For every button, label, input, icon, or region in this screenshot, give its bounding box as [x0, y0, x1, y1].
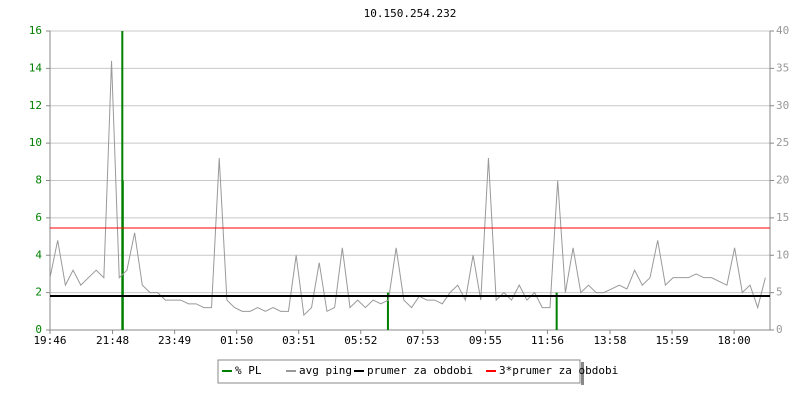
- y2-tick-label: 30: [776, 99, 789, 112]
- y2-tick-label: 40: [776, 24, 789, 37]
- y2-tick-label: 5: [776, 286, 783, 299]
- x-tick-label: 05:52: [344, 334, 377, 347]
- legend-label: prumer za obdobi: [367, 364, 473, 377]
- x-tick-label: 23:49: [158, 334, 191, 347]
- legend-shadow: [581, 362, 584, 385]
- x-tick-label: 07:53: [406, 334, 439, 347]
- y2-tick-label: 25: [776, 136, 789, 149]
- y-tick-label: 4: [35, 248, 42, 261]
- legend-label: % PL: [235, 364, 262, 377]
- x-tick-label: 19:46: [33, 334, 66, 347]
- y2-tick-label: 20: [776, 174, 789, 187]
- x-tick-label: 11:56: [531, 334, 564, 347]
- x-tick-label: 21:48: [96, 334, 129, 347]
- series-line: [49, 60, 766, 317]
- x-tick-label: 03:51: [282, 334, 315, 347]
- y2-tick-label: 35: [776, 61, 789, 74]
- y2-tick-label: 0: [776, 323, 783, 336]
- y2-tick-label: 15: [776, 211, 789, 224]
- x-tick-label: 01:50: [220, 334, 253, 347]
- legend-label: avg ping: [299, 364, 352, 377]
- x-tick-label: 09:55: [469, 334, 502, 347]
- chart-title: 10.150.254.232: [364, 7, 457, 20]
- x-tick-label: 15:59: [655, 334, 688, 347]
- y-tick-label: 16: [29, 24, 42, 37]
- x-tick-label: 13:58: [593, 334, 626, 347]
- y-tick-label: 0: [35, 323, 42, 336]
- y-tick-label: 6: [35, 211, 42, 224]
- y-tick-label: 10: [29, 136, 42, 149]
- x-tick-label: 18:00: [718, 334, 751, 347]
- y-tick-label: 12: [29, 99, 42, 112]
- y-tick-label: 14: [29, 61, 43, 74]
- y-tick-label: 2: [35, 286, 42, 299]
- y2-tick-label: 10: [776, 248, 789, 261]
- y-tick-label: 8: [35, 174, 42, 187]
- legend-label: 3*prumer za obdobi: [499, 364, 618, 377]
- legend-box: [217, 359, 581, 384]
